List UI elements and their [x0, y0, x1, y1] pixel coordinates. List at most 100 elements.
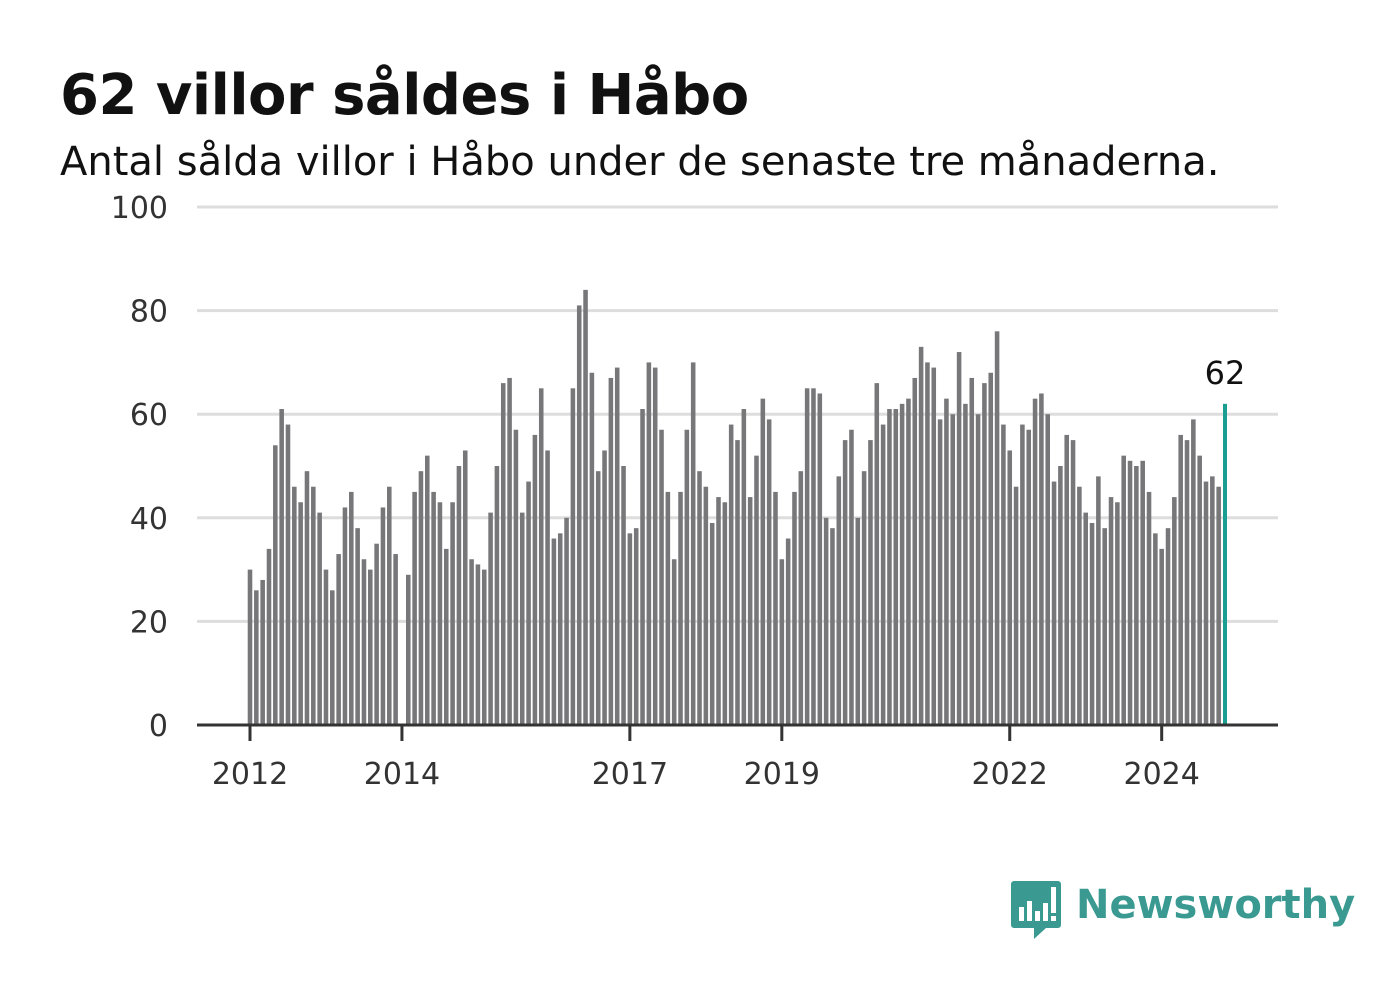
bar [659, 429, 664, 725]
bar [906, 398, 911, 725]
bar [602, 450, 607, 725]
bar [507, 377, 512, 725]
bar [456, 466, 462, 725]
bar [836, 476, 842, 725]
bar [1191, 419, 1196, 725]
bar [722, 502, 728, 725]
bar [792, 491, 797, 725]
chart-title: 62 villor såldes i Håbo [60, 63, 749, 128]
bar [633, 528, 639, 725]
bars [247, 289, 1227, 725]
bar [469, 559, 474, 725]
y-tick-label: 60 [130, 398, 168, 433]
bar [418, 471, 424, 725]
bar [912, 377, 918, 725]
bar [1077, 486, 1082, 725]
bar [608, 377, 614, 725]
bar [988, 372, 994, 725]
bar [1153, 533, 1158, 725]
bar [1210, 476, 1215, 725]
bar [513, 429, 519, 725]
bar [494, 466, 500, 725]
x-tick-label: 2024 [1124, 757, 1200, 792]
bar [361, 559, 367, 725]
bar [285, 424, 291, 725]
bar [804, 388, 810, 725]
bar [1197, 455, 1202, 725]
bar [304, 471, 310, 725]
bar [462, 450, 468, 725]
y-tick-label: 0 [149, 709, 168, 744]
y-tick-label: 100 [111, 191, 168, 226]
bar [488, 512, 493, 725]
bar [969, 377, 975, 725]
bar [703, 486, 709, 725]
bar [1216, 486, 1221, 725]
bar [317, 512, 322, 725]
x-tick-label: 2019 [744, 757, 820, 792]
bar [1140, 460, 1145, 725]
bar [893, 409, 899, 725]
bar [538, 388, 544, 725]
bar [646, 362, 652, 725]
bar [1134, 466, 1139, 725]
bar [330, 590, 335, 725]
bar [260, 579, 265, 725]
bar [849, 429, 854, 725]
bar [1058, 466, 1063, 725]
bar [880, 424, 886, 725]
bar [716, 497, 721, 725]
bar [899, 403, 905, 725]
bar [640, 409, 645, 725]
bar [387, 486, 392, 725]
bar [684, 429, 690, 725]
bar [1102, 528, 1107, 725]
x-tick-label: 2017 [592, 757, 668, 792]
bar [576, 305, 582, 725]
bar [292, 486, 297, 725]
annotations: 62 [1205, 354, 1246, 392]
bar [355, 528, 360, 725]
bar [437, 502, 443, 725]
bar [1172, 497, 1177, 725]
bar [450, 502, 455, 725]
bar [545, 450, 550, 725]
bar [570, 388, 576, 725]
bar [785, 538, 791, 725]
bar [412, 491, 417, 725]
bar [817, 393, 823, 725]
bar [779, 559, 785, 725]
x-tick-label: 2014 [364, 757, 440, 792]
bar [652, 367, 658, 725]
bar [1051, 481, 1057, 725]
bar-chart: 0 20 40 60 80 100 2012 2014 2017 2019 2022 2024 62 [111, 191, 1278, 792]
bar [254, 590, 259, 725]
bar [944, 398, 949, 725]
y-tick-label: 20 [130, 605, 168, 640]
y-tick-label: 40 [130, 502, 168, 537]
bar [393, 554, 398, 725]
bar [830, 528, 835, 725]
bar [975, 414, 981, 725]
bar [481, 569, 487, 725]
x-tick-label: 2012 [212, 757, 288, 792]
bar [754, 455, 759, 725]
bar [950, 414, 956, 725]
bar [747, 497, 753, 725]
bar [690, 362, 696, 725]
bar [336, 554, 341, 725]
bar [823, 517, 829, 725]
y-axis-labels: 0 20 40 60 80 100 [111, 191, 168, 744]
highlight-value-label: 62 [1205, 354, 1246, 392]
bar [1178, 434, 1183, 725]
bar [709, 522, 715, 725]
bar [665, 491, 671, 725]
bar [1026, 429, 1032, 725]
bar [937, 419, 943, 725]
bar [247, 569, 253, 725]
bar [1115, 502, 1120, 725]
bar [1013, 486, 1019, 725]
bar [1096, 476, 1101, 725]
bar [1165, 528, 1171, 725]
bar [773, 491, 778, 725]
